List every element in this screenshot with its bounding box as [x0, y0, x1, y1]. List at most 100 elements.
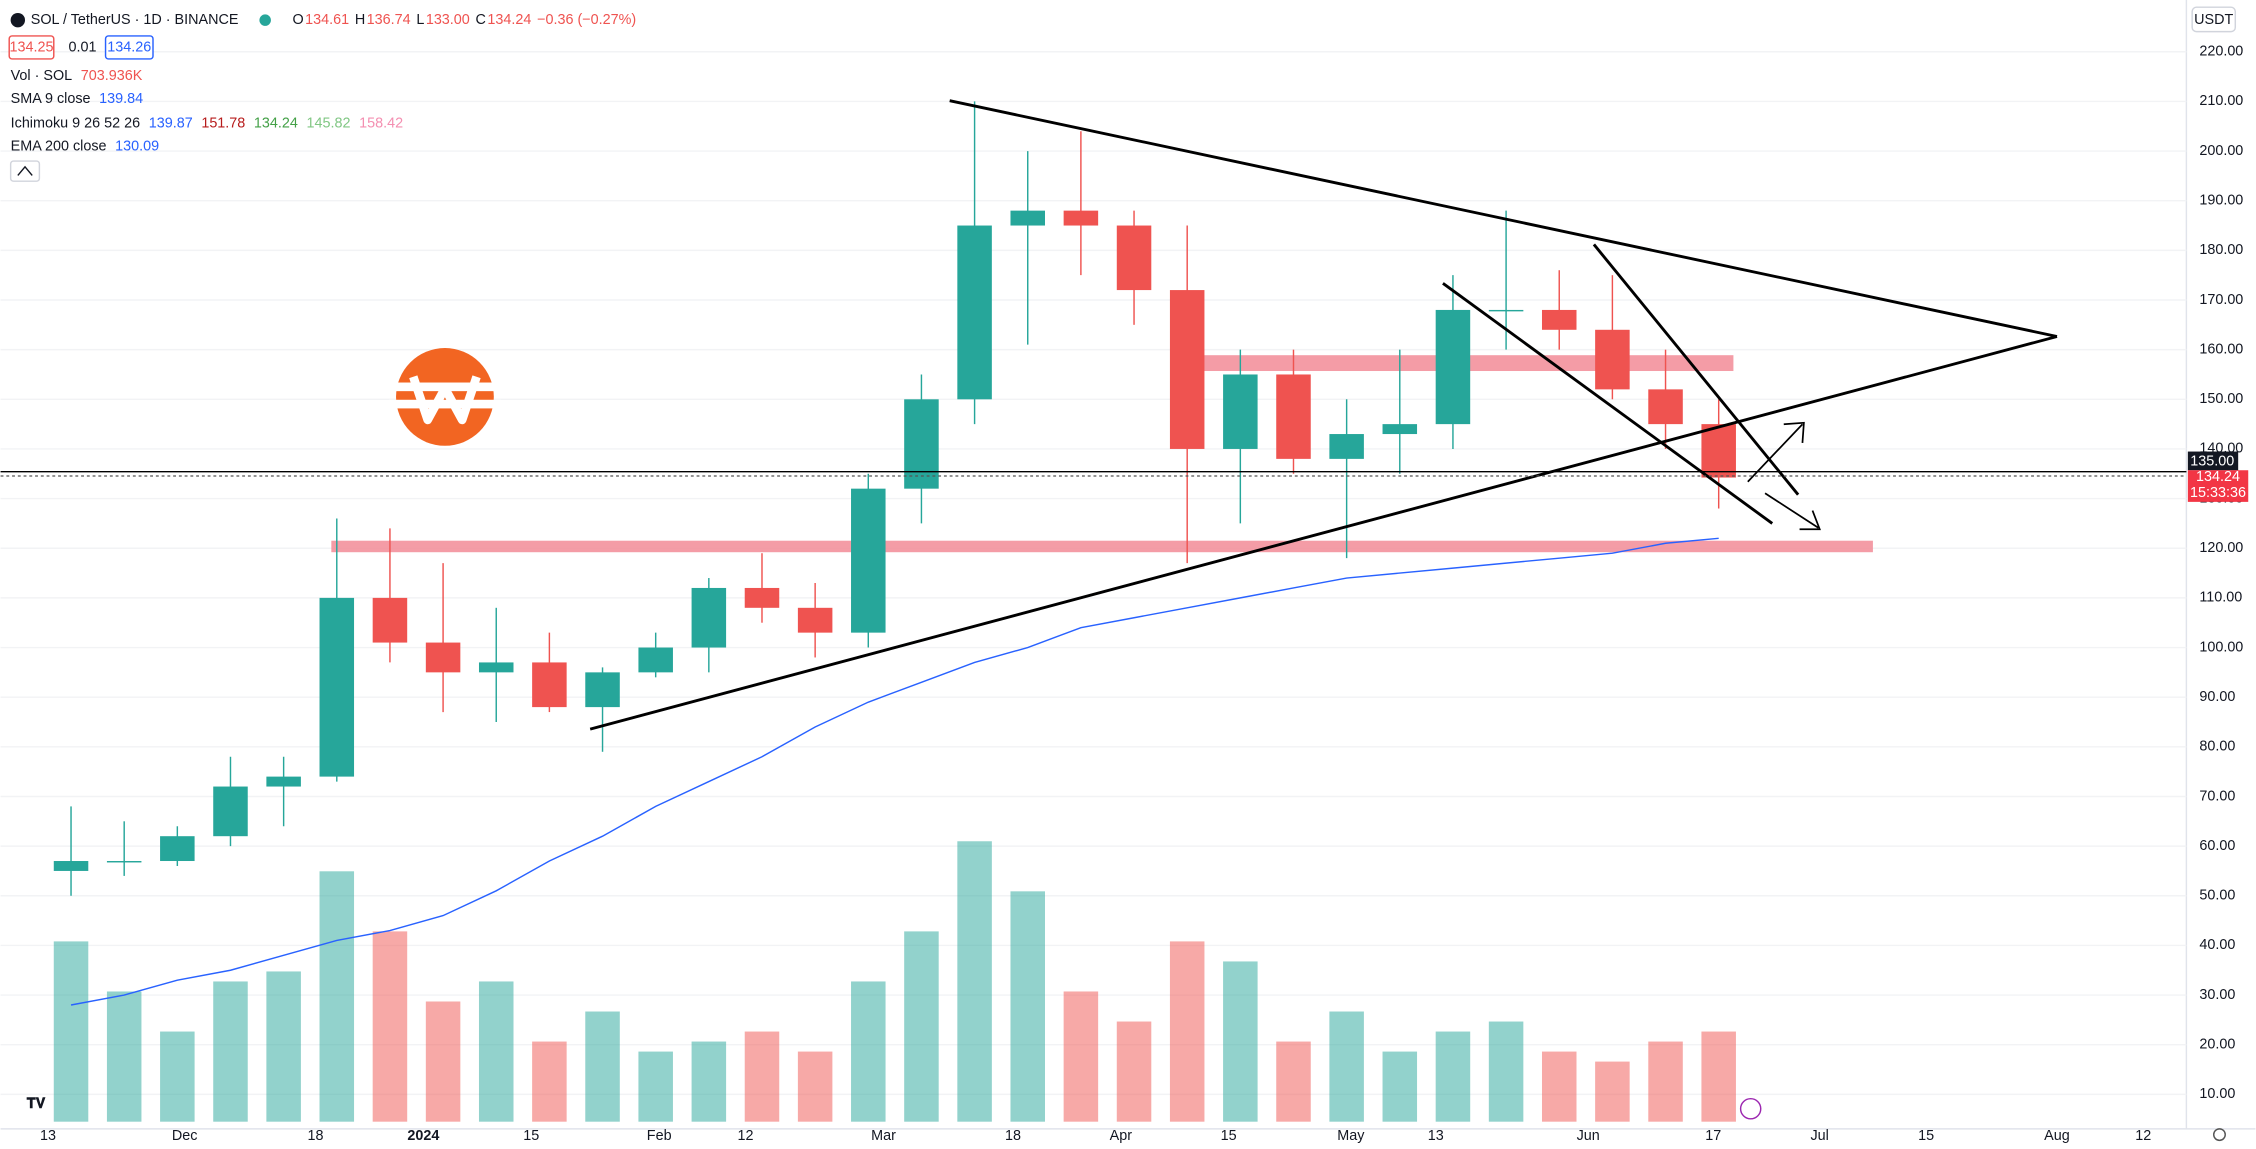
ohlc-label: H [355, 12, 365, 28]
trendline [1592, 243, 1800, 496]
volume-bar [691, 1041, 727, 1122]
volume-bar [478, 981, 514, 1122]
x-tick-label: 12 [737, 1128, 753, 1144]
x-tick-label: 15 [523, 1128, 539, 1144]
ohlc-label: L [416, 12, 424, 28]
volume-bar [744, 1031, 780, 1122]
x-tick-label: May [1337, 1128, 1365, 1144]
volume-bar [638, 1051, 673, 1122]
volume-bar [532, 1041, 567, 1122]
indicator-name: Vol · SOL [11, 68, 73, 84]
collapse-button[interactable] [9, 160, 41, 182]
candle-body [1329, 434, 1364, 459]
ask-box[interactable] [104, 35, 154, 60]
candle-body [1701, 424, 1736, 478]
candle-body [638, 647, 673, 673]
indicator-value: 703.936K [81, 68, 143, 84]
y-tick-label: 110.00 [2199, 590, 2242, 606]
y-tick-label: 180.00 [2199, 242, 2243, 258]
indicator-value: 158.42 [359, 115, 403, 131]
y-tick-label: 90.00 [2199, 689, 2235, 705]
x-tick-label: Jun [1577, 1128, 1600, 1144]
currency-button[interactable] [2191, 6, 2237, 33]
ask: 134.26 [107, 39, 151, 55]
volume-bar [1276, 1041, 1311, 1122]
x-tick-label: 18 [308, 1128, 324, 1144]
candle-body [691, 587, 727, 648]
volume-bar [957, 841, 992, 1122]
trendline [949, 99, 2058, 338]
price-line-label: 135.00 [2190, 453, 2234, 469]
volume-bar [1063, 991, 1099, 1122]
volume-bar [319, 871, 355, 1122]
volume-bar [585, 1011, 620, 1122]
volume-bar [851, 981, 886, 1122]
trendline [589, 335, 2058, 731]
support-zone [331, 540, 1873, 553]
y-tick-label: 10.00 [2199, 1086, 2235, 1102]
x-tick-label: 13 [1428, 1128, 1444, 1144]
indicator-value: 130.09 [115, 138, 159, 154]
last-price: 134.24 [2196, 469, 2240, 485]
ohlc-value: 134.61 [305, 12, 349, 28]
bid: 134.25 [10, 39, 54, 55]
ohlc-label: O [292, 12, 303, 28]
volume-bar [1116, 1021, 1152, 1122]
volume-bar [797, 1051, 833, 1122]
replay-icon[interactable] [1739, 1097, 1762, 1120]
x-tick-label: Aug [2044, 1128, 2070, 1144]
collapse-icon [17, 165, 33, 176]
y-tick-label: 170.00 [2199, 292, 2243, 308]
candle-body [1648, 389, 1683, 425]
candle-body [1541, 309, 1577, 330]
symbol[interactable]: SOL / TetherUS · 1D · BINANCE [31, 12, 239, 28]
ohlc-value: 136.74 [367, 12, 411, 28]
indicator-name: SMA 9 close [11, 91, 91, 107]
market-status [259, 14, 271, 26]
x-tick-label: Apr [1110, 1128, 1133, 1144]
symbol-icon [10, 12, 26, 28]
x-tick-label: 12 [2135, 1128, 2151, 1144]
candle-body [106, 861, 142, 863]
y-tick-label: 190.00 [2199, 193, 2243, 209]
indicator-name: Ichimoku 9 26 52 26 [11, 115, 140, 131]
y-tick-label: 80.00 [2199, 739, 2235, 755]
candle-body [425, 642, 461, 673]
candle-body [1276, 374, 1311, 459]
y-tick-label: 20.00 [2199, 1037, 2235, 1053]
x-tick-label: Dec [172, 1128, 198, 1144]
last-price-box [2187, 470, 2249, 502]
volume-bar [904, 931, 939, 1122]
candle-body [904, 399, 939, 489]
candle-body [1595, 329, 1630, 390]
x-tick-label: Jul [1811, 1128, 1829, 1144]
bid-box[interactable] [8, 35, 55, 60]
indicator-value: 134.24 [254, 115, 298, 131]
trendline [1442, 282, 1774, 525]
indicator-value: 139.84 [99, 91, 143, 107]
volume-bar [1223, 961, 1258, 1122]
candle-body [213, 786, 248, 837]
y-tick-label: 220.00 [2199, 44, 2243, 60]
candle-body [319, 597, 355, 777]
y-tick-label: 210.00 [2199, 93, 2243, 109]
volume-bar [53, 941, 89, 1122]
volume-bar [213, 981, 248, 1122]
x-tick-label: Feb [647, 1128, 672, 1144]
volume-bar [106, 991, 142, 1122]
volume-bar [1329, 1011, 1364, 1122]
candle-body [1435, 309, 1471, 425]
y-tick-label: 70.00 [2199, 788, 2235, 804]
candle-body [372, 597, 408, 643]
indicator-value: 139.87 [149, 115, 193, 131]
y-tick-label: 150.00 [2199, 391, 2243, 407]
x-tick-label: 17 [1705, 1128, 1721, 1144]
settings-icon[interactable] [2213, 1128, 2226, 1142]
candle-body [957, 225, 992, 400]
indicator-value: 151.78 [201, 115, 245, 131]
candle-body [585, 672, 620, 708]
volume-bar [266, 971, 301, 1122]
y-tick-label: 40.00 [2199, 937, 2235, 953]
ohlc-value: 133.00 [426, 12, 470, 28]
volume-bar [1382, 1051, 1418, 1122]
